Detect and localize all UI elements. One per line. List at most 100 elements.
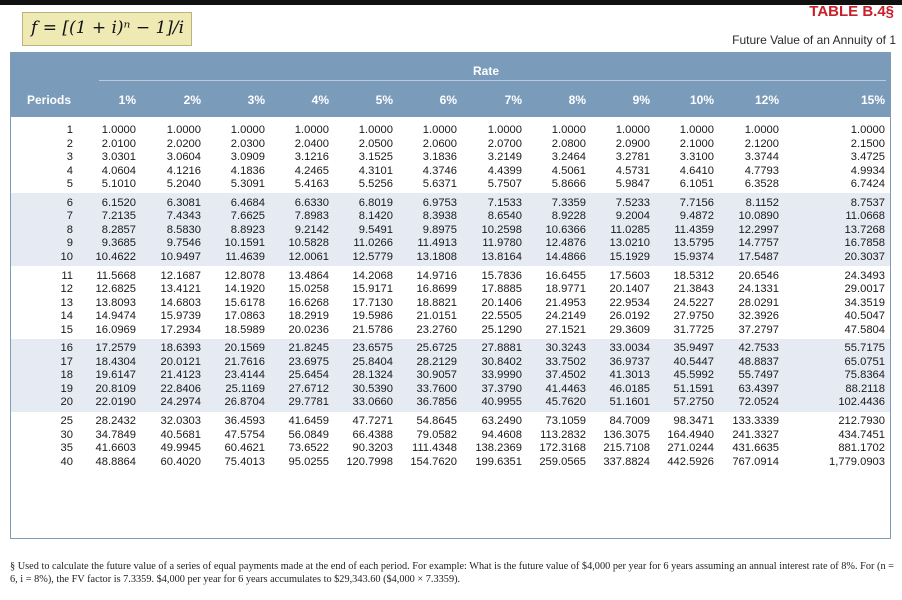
footnote: § Used to calculate the future value of … (10, 561, 894, 585)
value-cell: 3.3100 (679, 151, 714, 164)
value-cell: 15.7836 (481, 269, 522, 282)
value-cell: 22.5505 (481, 310, 522, 323)
value-cell: 65.0751 (844, 355, 885, 368)
period-cell: 20 (60, 396, 73, 409)
value-cell: 431.6635 (732, 442, 779, 455)
table-title: TABLE B.4§ (809, 3, 894, 20)
column-header-row: Periods 1% 2% 3% 4% 5% 6% 7% 8% 9% 10% 1… (11, 81, 890, 117)
value-cell: 3.1836 (422, 151, 457, 164)
value-cell: 138.2369 (475, 442, 522, 455)
value-cell: 11.4913 (417, 237, 457, 250)
value-cell: 34.3519 (844, 296, 885, 309)
value-cell: 73.1059 (545, 415, 586, 427)
value-cell: 7.5233 (615, 196, 650, 209)
value-cell: 10.1591 (224, 237, 265, 250)
value-cell: 2.1500 (850, 137, 885, 150)
value-cell: 1.0000 (615, 124, 650, 136)
value-cell: 25.1290 (481, 323, 522, 336)
value-cell: 36.4593 (224, 415, 265, 427)
value-cell: 3.2149 (487, 151, 522, 164)
value-cell: 4.1836 (230, 164, 265, 177)
value-cell: 881.1702 (838, 442, 885, 455)
period-cell: 14 (60, 310, 73, 323)
period-cell: 2 (66, 137, 73, 150)
top-rule (0, 0, 902, 5)
rate-header: 8% (568, 93, 586, 107)
period-cell: 18 (60, 369, 73, 382)
value-cell: 21.3843 (673, 283, 714, 296)
value-cell: 20.1406 (481, 296, 522, 309)
value-cell: 51.1601 (609, 396, 650, 409)
rate-header: 9% (632, 93, 650, 107)
value-cell: 27.9750 (673, 310, 714, 323)
value-cell: 14.9474 (95, 310, 136, 323)
value-cell: 3.4725 (850, 151, 885, 164)
value-cell: 15.6178 (224, 296, 265, 309)
value-cell: 9.2004 (615, 210, 650, 223)
value-cell: 10.4622 (95, 250, 136, 263)
value-cell: 13.1808 (416, 250, 457, 263)
value-cell: 28.0291 (738, 296, 779, 309)
value-cell: 75.4013 (224, 455, 265, 468)
value-cell: 4.3746 (422, 164, 457, 177)
value-cell: 37.3790 (481, 382, 522, 395)
value-cell: 8.1420 (358, 210, 393, 223)
table-row: 16 17.2579 18.6393 20.1569 21.8245 23.6575 25.… (11, 342, 890, 355)
value-cell: 12.4876 (545, 237, 586, 250)
value-cell: 10.0890 (738, 210, 779, 223)
value-cell: 14.9716 (416, 269, 457, 282)
value-cell: 4.9934 (850, 164, 885, 177)
rate-header: 4% (311, 93, 329, 107)
row-group-band (11, 193, 890, 266)
value-cell: 35.9497 (673, 342, 714, 355)
value-cell: 3.1216 (294, 151, 329, 164)
periods-header: Periods (26, 93, 71, 107)
table-row: 7 7.2135 7.4343 7.6625 7.8983 8.1420 8.3938 8.6… (11, 210, 890, 223)
value-cell: 37.4502 (545, 369, 586, 382)
value-cell: 9.8975 (422, 223, 457, 236)
period-cell: 9 (66, 237, 73, 250)
table-row: 19 20.8109 22.8406 25.1169 27.6712 30.5390 33.… (11, 383, 890, 396)
value-cell: 88.2118 (845, 382, 885, 395)
value-cell: 20.1407 (609, 283, 650, 296)
value-cell: 12.1687 (160, 269, 201, 282)
value-cell: 8.6540 (487, 210, 522, 223)
value-cell: 2.0400 (294, 137, 329, 150)
value-cell: 84.7009 (609, 415, 650, 427)
period-cell: 35 (60, 442, 73, 455)
value-cell: 40.5447 (673, 355, 714, 368)
value-cell: 337.8824 (603, 455, 650, 468)
value-cell: 6.3528 (744, 178, 779, 191)
value-cell: 95.0255 (288, 455, 329, 468)
value-cell: 4.5731 (615, 164, 650, 177)
value-cell: 12.8078 (224, 269, 265, 282)
value-cell: 15.0258 (288, 283, 329, 296)
value-cell: 6.1520 (101, 196, 136, 209)
value-cell: 8.9228 (551, 210, 586, 223)
table-row: 9 9.3685 9.7546 10.1591 10.5828 11.0266 11.491… (11, 237, 890, 250)
value-cell: 7.7156 (679, 196, 714, 209)
value-cell: 16.8699 (416, 283, 457, 296)
value-cell: 5.7507 (487, 178, 522, 191)
value-cell: 111.4348 (412, 442, 457, 455)
value-cell: 5.3091 (230, 178, 265, 191)
value-cell: 215.7108 (603, 442, 650, 455)
value-cell: 1.0000 (166, 124, 201, 136)
value-cell: 18.2919 (288, 310, 329, 323)
value-cell: 3.2464 (551, 151, 586, 164)
value-cell: 11.4359 (674, 223, 714, 236)
value-cell: 3.2781 (615, 151, 650, 164)
value-cell: 164.4940 (667, 428, 714, 441)
value-cell: 41.4463 (545, 382, 586, 395)
value-cell: 45.7620 (545, 396, 586, 409)
value-cell: 1.0000 (422, 124, 457, 136)
value-cell: 7.1533 (487, 196, 522, 209)
value-cell: 48.8837 (738, 355, 779, 368)
value-cell: 4.4399 (487, 164, 522, 177)
value-cell: 27.1521 (545, 323, 586, 336)
value-cell: 4.6410 (679, 164, 714, 177)
table-row: 3 3.0301 3.0604 3.0909 3.1216 3.1525 3.1836 3.2… (11, 151, 890, 164)
value-cell: 3.0604 (166, 151, 201, 164)
table-row: 17 18.4304 20.0121 21.7616 23.6975 25.8404 28.… (11, 356, 890, 369)
value-cell: 21.4123 (160, 369, 201, 382)
